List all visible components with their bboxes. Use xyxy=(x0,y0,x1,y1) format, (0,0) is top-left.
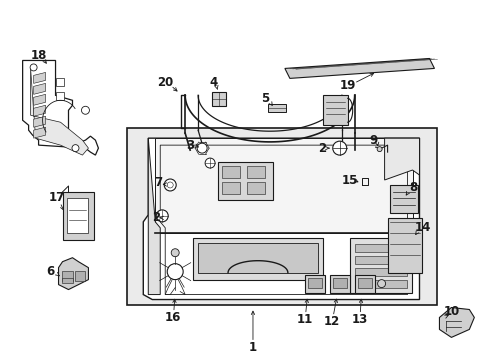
Text: 7: 7 xyxy=(154,176,162,189)
Text: 14: 14 xyxy=(413,221,430,234)
Polygon shape xyxy=(34,116,45,127)
Bar xyxy=(56,78,63,86)
Bar xyxy=(155,138,412,233)
Circle shape xyxy=(156,210,168,222)
Circle shape xyxy=(72,145,79,152)
Polygon shape xyxy=(34,72,45,84)
Text: 8: 8 xyxy=(408,181,417,194)
Bar xyxy=(193,238,322,280)
Bar xyxy=(387,218,422,273)
Polygon shape xyxy=(34,84,45,94)
Polygon shape xyxy=(59,258,88,289)
Bar xyxy=(304,275,324,293)
Bar xyxy=(332,278,346,288)
Polygon shape xyxy=(34,94,45,105)
Polygon shape xyxy=(34,105,45,116)
Bar xyxy=(349,238,411,293)
Circle shape xyxy=(167,182,173,188)
Text: 1: 1 xyxy=(248,341,257,354)
Bar xyxy=(212,92,225,106)
Bar xyxy=(62,192,94,240)
Text: 5: 5 xyxy=(260,92,268,105)
Circle shape xyxy=(167,264,183,280)
Bar xyxy=(222,166,240,178)
Polygon shape xyxy=(22,60,98,155)
Circle shape xyxy=(204,158,215,168)
Bar xyxy=(198,243,317,273)
Bar xyxy=(267,104,285,112)
Text: 20: 20 xyxy=(157,76,173,89)
Text: 17: 17 xyxy=(48,192,64,204)
Bar xyxy=(66,198,88,233)
Bar xyxy=(354,280,406,288)
Bar xyxy=(322,95,347,125)
Text: 15: 15 xyxy=(341,174,357,186)
Text: 19: 19 xyxy=(339,79,355,92)
Circle shape xyxy=(376,147,381,152)
Bar xyxy=(357,278,371,288)
Bar xyxy=(389,185,417,213)
Text: 18: 18 xyxy=(30,49,47,62)
Circle shape xyxy=(377,280,385,288)
Bar xyxy=(354,244,406,252)
Polygon shape xyxy=(34,127,45,138)
Circle shape xyxy=(197,143,207,153)
Circle shape xyxy=(171,249,179,257)
Polygon shape xyxy=(384,138,419,180)
Text: 12: 12 xyxy=(323,315,339,328)
Text: 2: 2 xyxy=(152,211,160,224)
Circle shape xyxy=(332,141,346,155)
Polygon shape xyxy=(439,307,473,337)
Bar xyxy=(222,182,240,194)
Bar xyxy=(329,275,349,293)
Bar xyxy=(246,182,264,194)
Polygon shape xyxy=(285,58,433,78)
Bar xyxy=(354,268,406,276)
Bar xyxy=(56,92,63,100)
Circle shape xyxy=(30,64,37,71)
Bar xyxy=(354,256,406,264)
Bar xyxy=(218,162,272,200)
Bar xyxy=(307,278,321,288)
Text: 4: 4 xyxy=(208,76,217,89)
Text: 3: 3 xyxy=(186,139,194,152)
Text: 6: 6 xyxy=(46,265,55,278)
Text: 13: 13 xyxy=(351,313,367,326)
Bar xyxy=(246,166,264,178)
Polygon shape xyxy=(31,68,88,155)
Bar xyxy=(127,128,437,305)
Bar xyxy=(61,278,73,283)
Text: 9: 9 xyxy=(369,134,377,147)
Text: 11: 11 xyxy=(296,313,312,326)
Polygon shape xyxy=(148,138,160,294)
Polygon shape xyxy=(143,138,419,300)
Text: 2: 2 xyxy=(317,141,325,155)
Circle shape xyxy=(164,179,176,191)
Bar xyxy=(61,271,73,280)
Bar xyxy=(354,275,374,293)
Text: 16: 16 xyxy=(164,311,181,324)
Circle shape xyxy=(81,106,89,114)
Bar xyxy=(75,271,85,280)
Text: 10: 10 xyxy=(443,305,459,318)
